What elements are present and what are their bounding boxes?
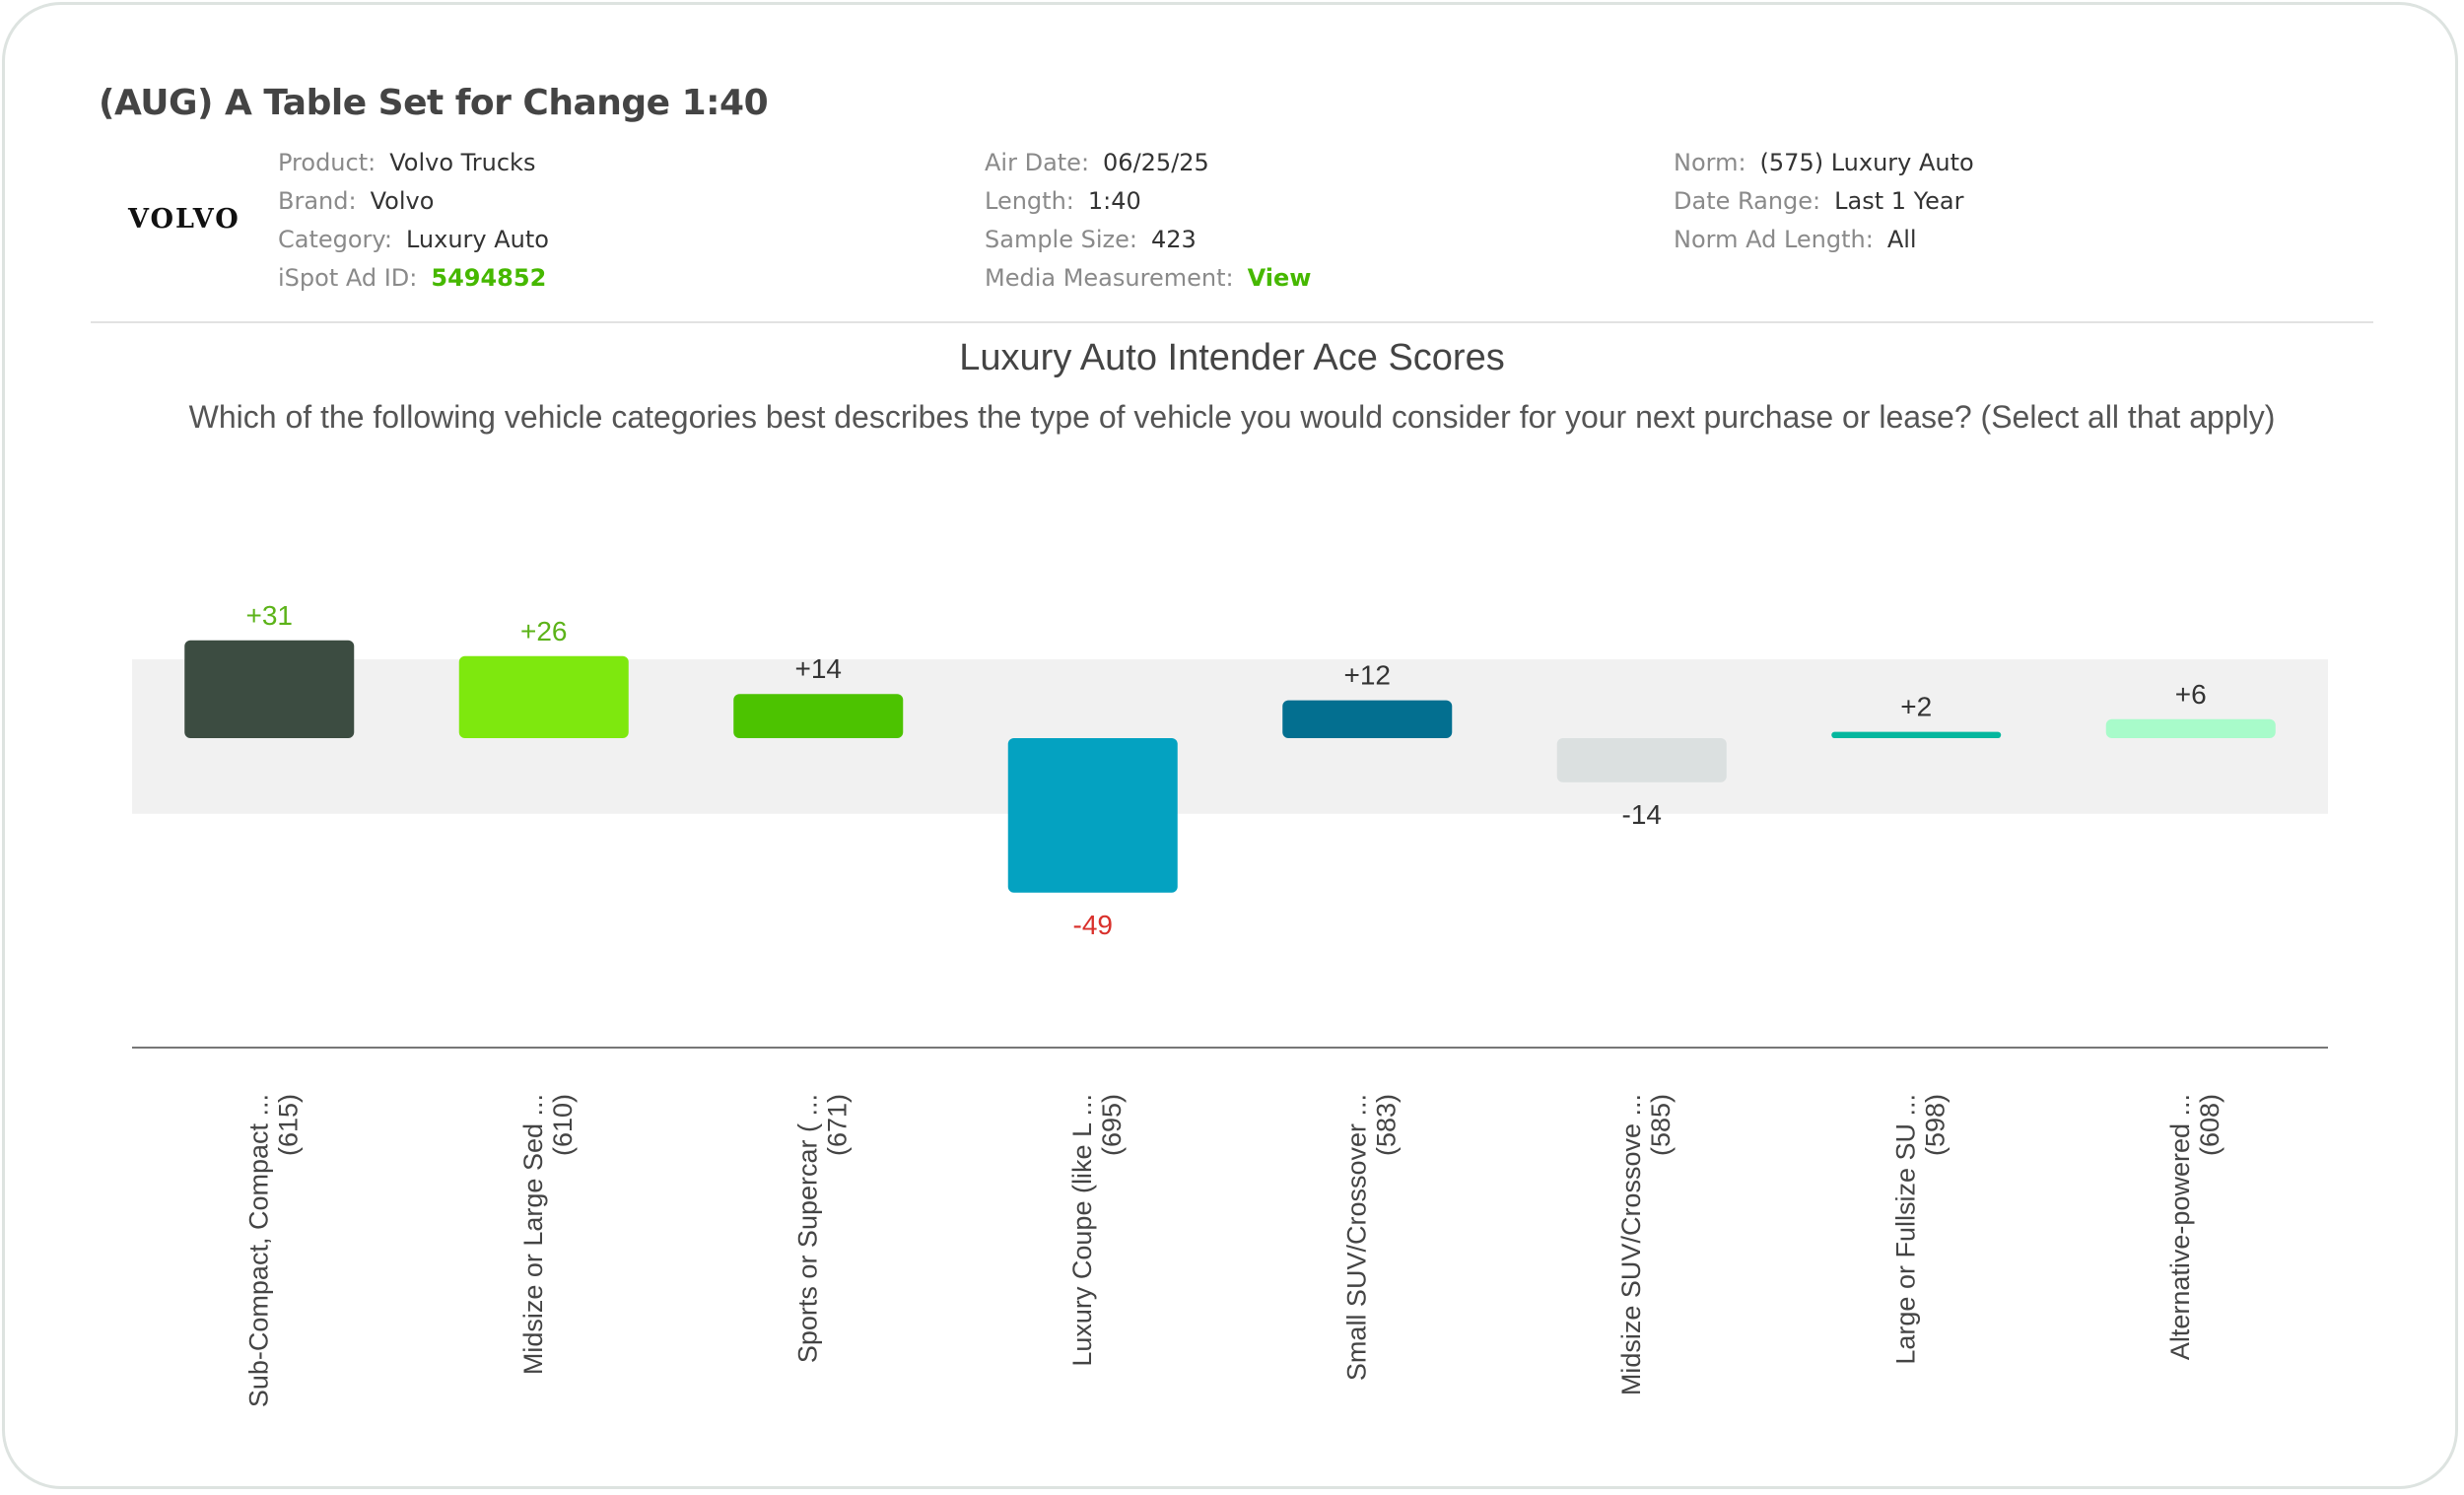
category-count-5: (583) [1371, 1094, 1401, 1156]
meta-label: Length: [985, 187, 1074, 215]
meta-date-range: Date Range: Last 1 Year [1674, 182, 1974, 221]
category-count-2: (610) [548, 1094, 578, 1156]
bar-4 [1007, 738, 1178, 893]
data-label-1: +31 [246, 600, 294, 631]
meta-sample-size: Sample Size: 423 [985, 221, 1311, 259]
category-label-1: Sub-Compact, Compact ... [243, 1094, 273, 1407]
chart-title: Luxury Auto Intender Ace Scores [959, 337, 1505, 378]
meta-value: 06/25/25 [1103, 149, 1209, 176]
category-label-3: Sports or Supercar ( ... [792, 1094, 822, 1363]
bar-6 [1556, 738, 1727, 782]
meta-value: 1:40 [1087, 187, 1141, 215]
meta-label: Norm: [1674, 149, 1746, 176]
data-label-8: +6 [2175, 679, 2207, 710]
meta-ad-id: iSpot Ad ID: 5494852 [278, 259, 549, 298]
category-label-4: Luxury Coupe (like L ... [1067, 1094, 1097, 1367]
ad-id-link[interactable]: 5494852 [431, 264, 547, 292]
meta-media-measurement: Media Measurement: View [985, 259, 1311, 298]
bar-5 [1282, 700, 1453, 738]
bar-3 [733, 694, 904, 738]
meta-brand: Brand: Volvo [278, 182, 549, 221]
category-count-4: (695) [1097, 1094, 1127, 1156]
meta-label: Norm Ad Length: [1674, 226, 1874, 253]
data-label-6: -14 [1622, 799, 1662, 830]
chart-subtitle: Which of the following vehicle categorie… [188, 399, 2276, 435]
category-label-7: Large or Fullsize SU ... [1890, 1094, 1920, 1365]
media-measurement-view-link[interactable]: View [1247, 264, 1312, 292]
bar-2 [458, 655, 629, 738]
meta-value: Volvo [370, 187, 435, 215]
meta-air-date: Air Date: 06/25/25 [985, 144, 1311, 182]
category-count-8: (608) [2195, 1094, 2224, 1156]
meta-column-left: Product: Volvo Trucks Brand: Volvo Categor… [278, 144, 549, 298]
meta-column-right: Norm: (575) Luxury Auto Date Range: Last 1… [1674, 144, 1974, 259]
meta-value: All [1886, 226, 1917, 253]
data-label-4: -49 [1073, 910, 1113, 940]
meta-category: Category: Luxury Auto [278, 221, 549, 259]
meta-value: Last 1 Year [1834, 187, 1964, 215]
meta-label: Sample Size: [985, 226, 1137, 253]
meta-label: Product: [278, 149, 376, 176]
meta-norm-ad-length: Norm Ad Length: All [1674, 221, 1974, 259]
bar-1 [184, 640, 355, 738]
bar-7 [1831, 731, 2002, 738]
category-count-3: (671) [822, 1094, 852, 1156]
meta-label: Date Range: [1674, 187, 1821, 215]
meta-label: Air Date: [985, 149, 1090, 176]
data-label-7: +2 [1900, 692, 1932, 722]
data-label-3: +14 [795, 653, 843, 684]
category-label-2: Midsize or Large Sed ... [518, 1094, 548, 1375]
ad-title: (AUG) A Table Set for Change 1:40 [99, 83, 769, 123]
category-count-1: (615) [273, 1094, 303, 1156]
meta-column-middle: Air Date: 06/25/25 Length: 1:40 Sample Siz… [985, 144, 1311, 298]
category-count-6: (585) [1646, 1094, 1676, 1156]
meta-length: Length: 1:40 [985, 182, 1311, 221]
meta-value: (575) Luxury Auto [1759, 149, 1974, 176]
category-count-7: (598) [1920, 1094, 1950, 1156]
data-label-2: +26 [520, 616, 568, 646]
header-divider [91, 321, 2373, 323]
meta-value: Volvo Trucks [389, 149, 536, 176]
data-label-5: +12 [1344, 660, 1392, 691]
meta-label: Media Measurement: [985, 264, 1234, 292]
meta-product: Product: Volvo Trucks [278, 144, 549, 182]
meta-label: Category: [278, 226, 392, 253]
meta-value: Luxury Auto [405, 226, 549, 253]
meta-value: 423 [1150, 226, 1197, 253]
meta-norm: Norm: (575) Luxury Auto [1674, 144, 1974, 182]
meta-label: iSpot Ad ID: [278, 264, 418, 292]
meta-label: Brand: [278, 187, 357, 215]
category-label-6: Midsize SUV/Crossove ... [1616, 1094, 1646, 1395]
brand-logo: VOLVO [128, 204, 240, 235]
bar-8 [2105, 718, 2276, 738]
category-label-5: Small SUV/Crossover ... [1341, 1094, 1371, 1381]
category-label-8: Alternative-powered ... [2165, 1094, 2195, 1360]
